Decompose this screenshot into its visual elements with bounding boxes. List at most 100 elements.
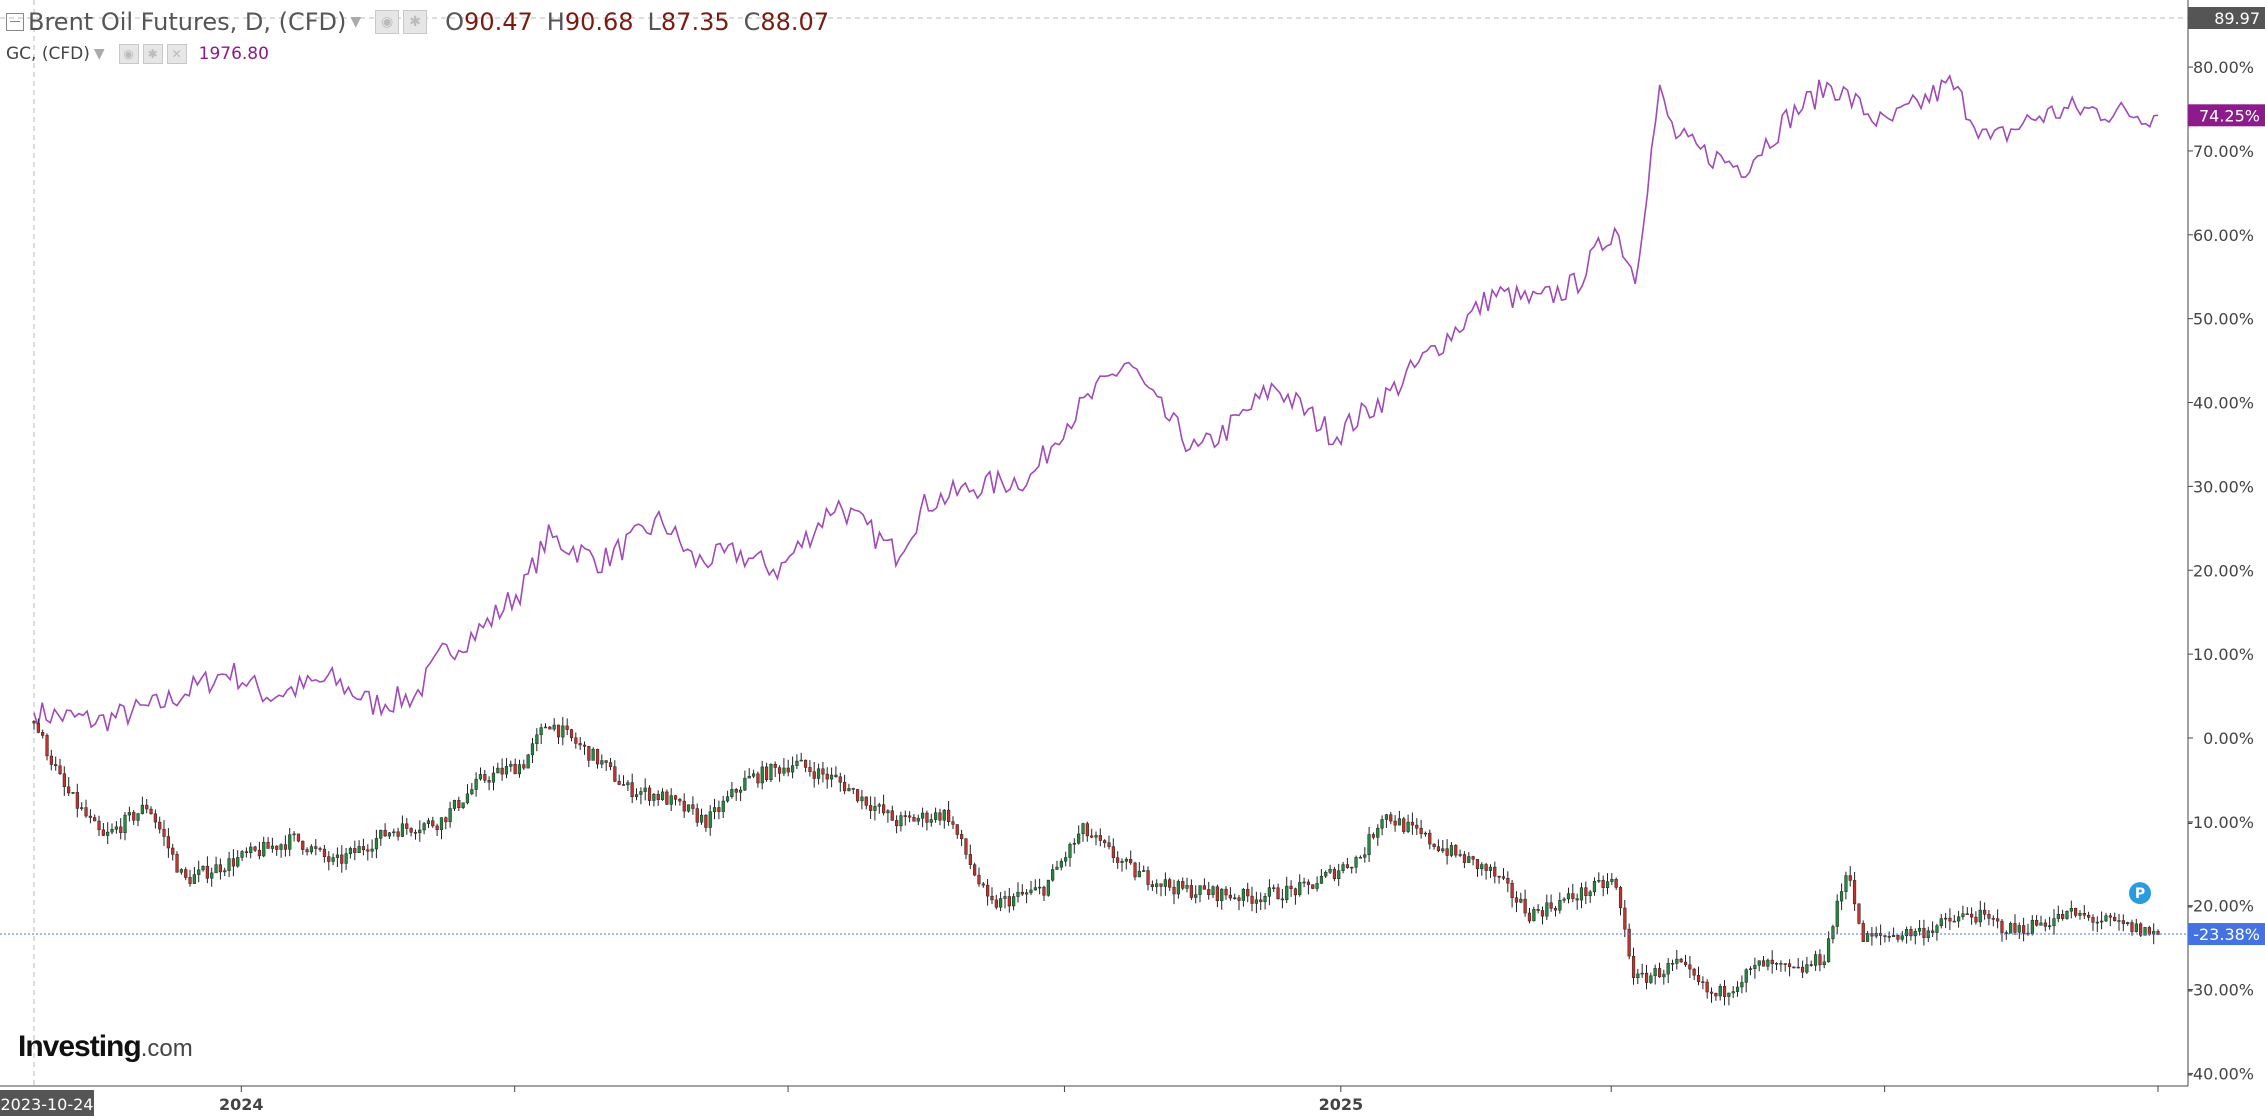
candle-body [626,782,630,786]
candle-body [2087,914,2091,918]
eye-icon[interactable]: ◉ [375,10,400,34]
candle-body [366,849,370,852]
candle-body [782,767,786,774]
candle-body [461,802,465,808]
y-tick-label: -10.00% [2187,813,2254,832]
chevron-down-icon[interactable]: ▼ [93,46,105,62]
candle-body [829,774,834,780]
candle-body [552,724,556,730]
candle-body [1861,923,1865,942]
candle-body [201,865,205,871]
candle-body [145,804,149,810]
legend-main-title[interactable]: Brent Oil Futures, D, (CFD) [28,8,347,36]
candle-body [2147,927,2151,935]
candle-body [1757,960,1761,966]
candle-body [1939,918,1943,927]
eye-icon[interactable]: ◉ [118,44,139,64]
candle-body [1753,964,1757,969]
candle-body [1900,935,1904,940]
candle-body [1857,903,1861,924]
candle-body [890,810,894,821]
candle-body [36,722,40,733]
candle-body [895,820,899,827]
gold-change-badge-bg [2188,104,2265,127]
candle-body [435,825,439,830]
candle-body [1636,973,1640,978]
y-tick-label: 20.00% [2193,561,2254,580]
candle-body [1996,918,2000,922]
candle-body [2117,920,2121,922]
candle-body [1402,818,1406,832]
candle-body [613,766,617,782]
candle-body [921,812,925,819]
candle-body [591,748,595,761]
candle-body [80,807,84,809]
candle-body [842,781,847,792]
candle-body [1454,845,1458,856]
candle-body [1267,887,1271,897]
candle-body [1822,961,1826,966]
candle-body [504,766,509,775]
candle-body [1059,860,1063,868]
candle-body [340,854,344,864]
gear-icon[interactable]: ✱ [142,44,163,64]
candle-body [951,821,955,825]
close-icon[interactable]: ✕ [166,44,187,64]
candle-body [470,789,474,795]
candle-body [244,851,249,854]
candle-body [1935,925,1939,933]
collapse-icon[interactable] [6,13,24,31]
candle-body [1640,972,1644,975]
price-axis[interactable]: -40.00% -30.00% -20.00% -10.00% 0.00% 10.00% 2… [2187,0,2265,1086]
candle-body [1467,856,1471,863]
candle-body [1475,859,1480,870]
candle-body [1813,954,1818,966]
candle-body [1142,870,1146,872]
candle-body [1731,991,1735,994]
candle-body [2000,920,2004,933]
time-axis[interactable]: 2024 2025 2023-10-24 [0,1085,2188,1116]
candle-body [279,844,283,850]
gear-icon[interactable]: ✱ [403,10,428,34]
candle-body [1103,840,1107,844]
candle-body [1792,966,1796,969]
candle-body [747,775,751,779]
candle-body [1688,964,1692,970]
candle-body [1280,898,1284,901]
candle-body [990,895,994,901]
candle-body [673,795,678,800]
open-value: 90.47 [464,8,533,36]
candle-body [1562,898,1566,901]
candle-body [1727,992,1731,997]
plot-area[interactable]: P [0,0,2188,1086]
candle-body [71,792,75,794]
candle-body [1311,884,1315,889]
candle-body [2143,927,2147,936]
candle-body [738,789,743,793]
candle-body [1787,963,1792,968]
candle-body [812,771,816,779]
candle-body [431,820,435,827]
candle-body [1007,896,1011,907]
gold-series-line [33,74,2159,732]
candle-body [1029,889,1033,894]
candle-body [1081,823,1085,835]
open-label: O [445,8,465,36]
candle-body [197,869,201,875]
candle-body [1722,986,1727,997]
candle-body [1163,879,1167,887]
candle-body [1324,872,1328,877]
candle-body [1610,878,1614,882]
low-value: 87.35 [660,8,730,36]
chevron-down-icon[interactable]: ▼ [350,14,362,30]
candle-body [1501,876,1506,879]
candle-body [1064,857,1068,862]
candle-body [986,884,990,897]
candle-body [292,833,296,836]
candle-body [88,815,92,818]
legend-overlay-title[interactable]: GC, (CFD) [6,44,90,64]
candle-body [1458,854,1462,856]
candle-body [1259,899,1263,903]
candle-body [691,804,695,809]
